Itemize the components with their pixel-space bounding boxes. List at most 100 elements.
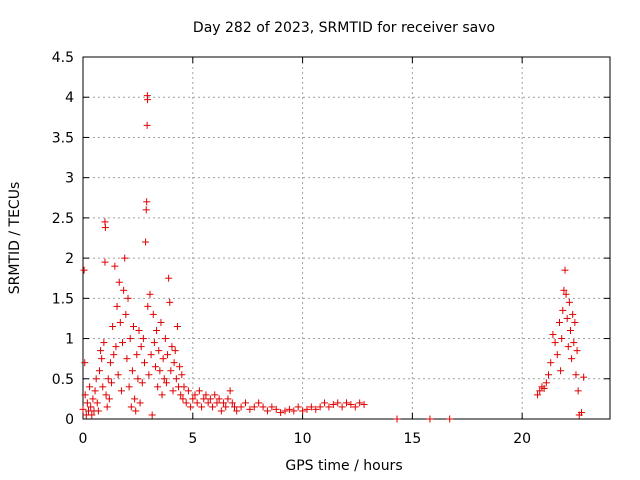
data-point — [555, 318, 563, 326]
data-point — [145, 371, 153, 379]
data-point — [93, 399, 101, 407]
data-point — [220, 399, 228, 407]
data-point — [426, 415, 434, 423]
data-point — [329, 401, 337, 409]
data-point — [131, 395, 139, 403]
data-point — [139, 335, 147, 343]
data-point — [123, 355, 131, 363]
data-point — [164, 351, 172, 359]
data-point — [356, 399, 364, 407]
axis-ticks: 0 0.5 1 1.5 2 2.5 3 3.5 4 4.5 0 5 10 15 20 — [52, 50, 610, 447]
data-point — [571, 318, 579, 326]
data-point — [116, 318, 124, 326]
data-point — [81, 391, 89, 399]
data-point — [563, 314, 571, 322]
data-point — [154, 383, 162, 391]
data-point — [222, 403, 230, 411]
data-point — [97, 347, 105, 355]
data-point — [557, 367, 565, 375]
data-point — [307, 403, 315, 411]
data-point — [148, 411, 156, 419]
data-point — [140, 359, 148, 367]
data-point — [155, 347, 163, 355]
data-point — [547, 359, 555, 367]
data-point — [110, 351, 118, 359]
data-point — [299, 407, 307, 415]
data-point — [259, 403, 267, 411]
y-axis-label: SRMTID / TECUs — [7, 182, 23, 295]
data-point — [347, 401, 355, 409]
data-point — [162, 379, 170, 387]
y-tick-label: 1.5 — [52, 291, 74, 307]
data-point — [158, 391, 166, 399]
data-point — [102, 391, 110, 399]
data-point — [124, 294, 132, 302]
data-point — [573, 347, 581, 355]
data-point — [105, 395, 113, 403]
data-point — [156, 367, 164, 375]
data-point — [228, 399, 236, 407]
data-point — [215, 395, 223, 403]
data-point — [119, 339, 127, 347]
data-point — [580, 373, 588, 381]
data-point — [170, 359, 178, 367]
data-point — [109, 322, 117, 330]
data-point — [149, 310, 157, 318]
data-point — [241, 399, 249, 407]
data-point — [159, 355, 167, 363]
data-point — [120, 286, 128, 294]
data-point — [393, 415, 401, 423]
data-point — [130, 322, 138, 330]
data-point — [161, 335, 169, 343]
data-point — [206, 395, 214, 403]
x-tick-label: 0 — [79, 431, 88, 447]
data-point — [101, 224, 109, 232]
data-points — [79, 92, 588, 423]
data-point — [83, 399, 91, 407]
data-point — [178, 371, 186, 379]
data-point — [128, 367, 136, 375]
data-point — [95, 367, 103, 375]
data-point — [135, 327, 143, 335]
data-point — [126, 335, 134, 343]
data-point — [176, 363, 184, 371]
data-point — [127, 403, 135, 411]
data-point — [165, 274, 173, 282]
data-point — [446, 415, 454, 423]
data-point — [570, 339, 578, 347]
data-point — [171, 347, 179, 355]
data-point — [177, 391, 185, 399]
data-point — [316, 403, 324, 411]
x-tick-label: 15 — [403, 431, 421, 447]
data-point — [312, 405, 320, 413]
data-point — [143, 121, 151, 129]
data-point — [565, 298, 573, 306]
data-point — [277, 409, 285, 417]
data-point — [100, 339, 108, 347]
data-point — [151, 363, 159, 371]
grid — [83, 57, 610, 419]
data-point — [237, 403, 245, 411]
data-point — [104, 375, 112, 383]
data-point — [213, 399, 221, 407]
data-point — [553, 351, 561, 359]
data-point — [101, 258, 109, 266]
data-point — [91, 387, 99, 395]
data-point — [231, 403, 239, 411]
data-point — [200, 395, 208, 403]
data-point — [198, 403, 206, 411]
data-point — [250, 403, 258, 411]
data-point — [153, 327, 161, 335]
data-point — [268, 403, 276, 411]
data-point — [121, 254, 129, 262]
data-point — [334, 399, 342, 407]
data-point — [179, 395, 187, 403]
data-point — [150, 339, 158, 347]
data-point — [180, 383, 188, 391]
data-point — [560, 286, 568, 294]
data-point — [564, 343, 572, 351]
data-point — [285, 405, 293, 413]
data-point — [209, 403, 217, 411]
data-point — [569, 310, 577, 318]
